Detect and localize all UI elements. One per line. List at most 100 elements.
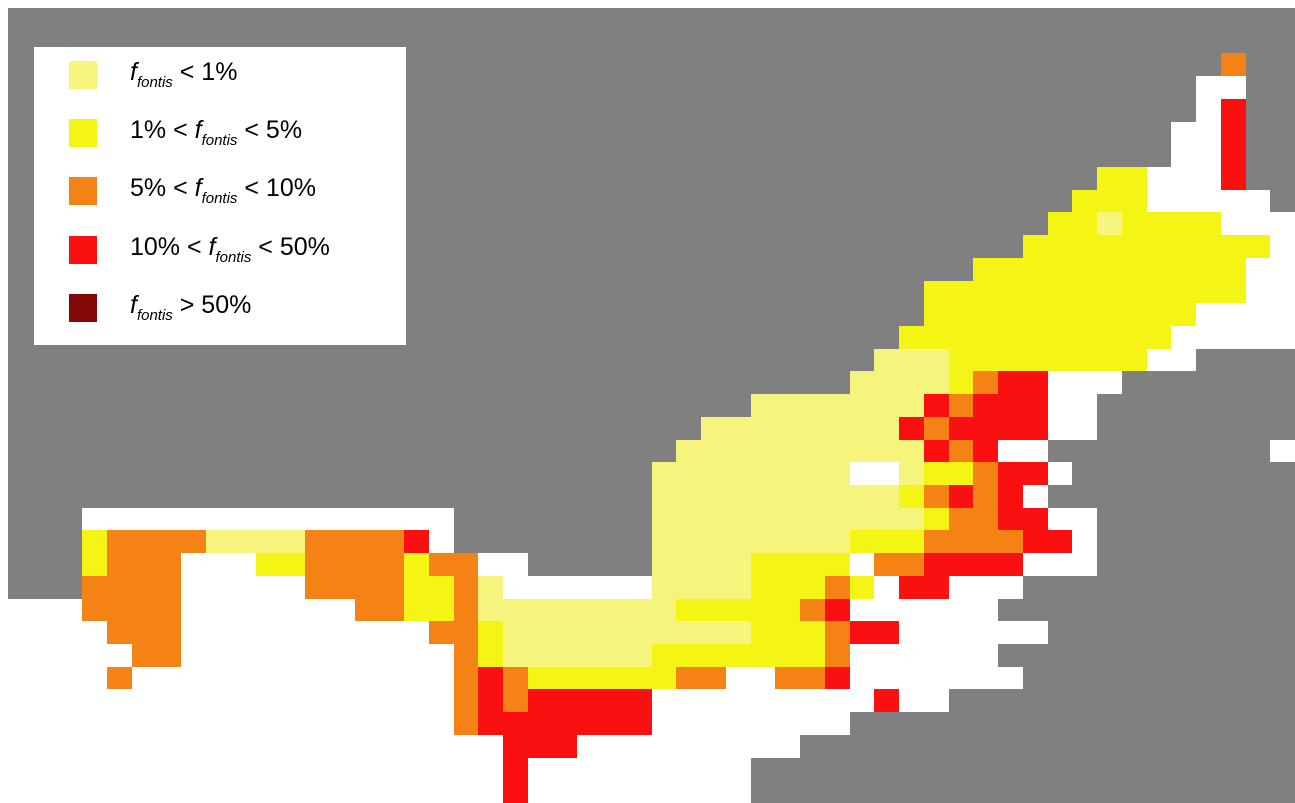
risk-cell-class-3 <box>949 508 998 530</box>
risk-cell-class-2 <box>82 530 107 553</box>
risk-cell-class-4 <box>1221 122 1246 144</box>
risk-cell-class-1 <box>652 530 850 553</box>
risk-cell-class-3 <box>949 394 973 417</box>
risk-cell-class-2 <box>751 576 825 599</box>
risk-cell-class-2 <box>82 553 107 576</box>
risk-cell-class-4 <box>924 553 1023 576</box>
risk-cell-class-4 <box>1221 167 1246 190</box>
risk-cell-class-3 <box>973 371 998 394</box>
risk-cell-class-1 <box>503 644 652 667</box>
risk-cell-class-1 <box>652 576 751 599</box>
risk-cell-class-3 <box>132 644 181 667</box>
no-data-cell <box>1097 417 1295 440</box>
no-data-cell <box>850 712 1295 735</box>
risk-cell-class-3 <box>107 530 206 553</box>
risk-cell-class-2 <box>751 553 850 576</box>
risk-cell-class-3 <box>503 667 528 689</box>
risk-cell-class-2 <box>404 576 454 599</box>
risk-cell-class-2 <box>528 667 676 689</box>
risk-cell-class-4 <box>528 689 652 712</box>
risk-cell-class-3 <box>454 644 478 667</box>
risk-cell-class-4 <box>998 462 1048 485</box>
risk-cell-class-3 <box>825 621 850 644</box>
no-data-cell <box>8 576 82 599</box>
risk-cell-class-4 <box>850 621 899 644</box>
no-data-cell <box>528 553 652 576</box>
risk-cell-class-3 <box>949 440 973 462</box>
risk-cell-class-3 <box>454 599 478 621</box>
risk-cell-class-3 <box>924 485 949 508</box>
risk-cell-class-1 <box>874 349 949 371</box>
no-data-cell <box>1097 530 1295 553</box>
risk-cell-class-4 <box>1221 144 1246 167</box>
risk-cell-class-1 <box>751 394 924 417</box>
no-data-cell <box>1048 440 1270 462</box>
risk-cell-class-4 <box>503 780 528 803</box>
legend-item: 10% < ffontis < 50% <box>69 234 330 266</box>
risk-cell-class-3 <box>874 553 924 576</box>
risk-cell-class-2 <box>1023 235 1270 258</box>
no-data-cell <box>1097 508 1295 530</box>
no-data-cell <box>998 599 1295 621</box>
no-data-cell <box>800 735 1295 758</box>
risk-cell-class-4 <box>949 485 973 508</box>
risk-cell-class-3 <box>775 667 825 689</box>
risk-cell-class-2 <box>1072 190 1147 212</box>
risk-cell-class-4 <box>924 394 949 417</box>
risk-cell-class-1 <box>652 553 751 576</box>
no-data-cell <box>1196 349 1295 371</box>
legend-item: ffontis < 1% <box>69 59 237 91</box>
no-data-cell <box>949 689 1295 712</box>
legend-swatch <box>69 61 97 89</box>
risk-cell-class-3 <box>825 644 850 667</box>
legend-swatch <box>69 177 97 205</box>
risk-cell-class-3 <box>924 417 949 440</box>
no-data-cell <box>8 508 82 530</box>
risk-cell-class-3 <box>800 599 825 621</box>
risk-cell-class-3 <box>107 621 181 644</box>
risk-cell-class-1 <box>850 371 949 394</box>
risk-cell-class-1 <box>1097 212 1122 235</box>
risk-cell-class-1 <box>676 440 924 462</box>
risk-cell-class-3 <box>503 689 528 712</box>
risk-cell-class-4 <box>874 689 899 712</box>
risk-cell-class-1 <box>478 599 676 621</box>
risk-cell-class-4 <box>503 735 577 758</box>
risk-cell-class-3 <box>355 599 404 621</box>
legend-swatch <box>69 119 97 147</box>
risk-cell-class-4 <box>1221 99 1246 122</box>
risk-cell-class-3 <box>1221 53 1246 76</box>
risk-cell-class-2 <box>404 553 429 576</box>
risk-cell-class-3 <box>305 576 404 599</box>
no-data-cell <box>1122 371 1295 394</box>
risk-cell-class-4 <box>478 712 652 735</box>
no-data-cell <box>8 394 751 417</box>
legend-label: 5% < ffontis < 10% <box>130 174 316 207</box>
no-data-cell <box>1246 122 1295 144</box>
risk-cell-class-4 <box>478 667 503 689</box>
legend-swatch <box>69 294 97 322</box>
no-data-cell <box>1048 621 1295 644</box>
risk-cell-class-1 <box>206 530 305 553</box>
no-data-cell <box>1246 53 1295 76</box>
no-data-cell <box>998 644 1295 667</box>
risk-cell-class-2 <box>478 621 503 644</box>
risk-cell-class-2 <box>256 553 305 576</box>
risk-cell-class-2 <box>924 281 1246 303</box>
risk-cell-class-3 <box>454 712 478 735</box>
no-data-cell <box>1246 167 1295 190</box>
risk-cell-class-1 <box>701 417 899 440</box>
no-data-cell <box>1097 394 1295 417</box>
risk-cell-class-2 <box>676 599 800 621</box>
no-data-cell <box>8 530 82 553</box>
no-data-cell <box>1097 553 1295 576</box>
no-data-cell <box>8 371 850 394</box>
risk-cell-class-2 <box>949 371 973 394</box>
risk-cell-class-4 <box>899 576 949 599</box>
legend-item: 1% < ffontis < 5% <box>69 117 302 149</box>
no-data-cell <box>1023 667 1295 689</box>
risk-cell-class-3 <box>429 621 478 644</box>
risk-cell-class-1 <box>899 462 924 485</box>
risk-cell-class-4 <box>1023 530 1072 553</box>
risk-cell-class-3 <box>454 689 478 712</box>
